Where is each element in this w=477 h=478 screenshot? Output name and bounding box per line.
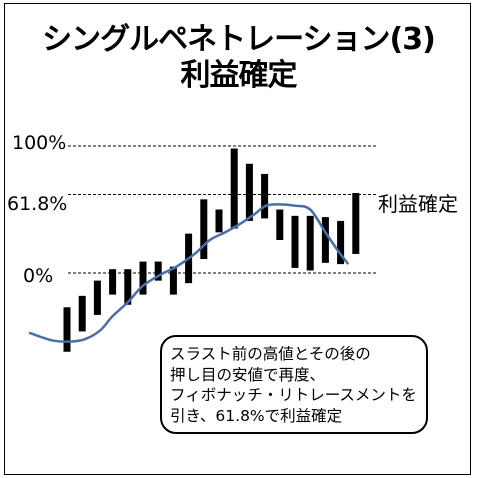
price-bar [93, 280, 101, 315]
chart-title-line1: シングルペネトレーション(3) [42, 22, 436, 57]
price-bar [215, 209, 223, 233]
level-label-0: 0% [23, 265, 54, 287]
moving-average-line [28, 203, 350, 343]
price-bar [337, 220, 345, 265]
price-bar [261, 173, 269, 219]
level-label-61-8: 61.8% [7, 193, 68, 215]
profit-take-label: 利益確定 [378, 192, 458, 216]
price-bar [109, 269, 117, 295]
level-label-100: 100% [12, 132, 67, 154]
note-line: 押し目の安値で再度、 [170, 365, 326, 384]
price-bar [63, 307, 71, 352]
note-line: フィボナッチ・リトレースメントを [170, 386, 417, 404]
note-line: 引き、61.8%で利益確定 [170, 406, 343, 425]
price-bar [124, 269, 132, 305]
note-line: スラスト前の高値とその後の [170, 345, 371, 363]
price-bar [200, 199, 208, 260]
price-bar [306, 215, 314, 271]
chart-title-line2: 利益確定 [180, 58, 298, 93]
price-bar [230, 148, 238, 229]
frame-border [4, 3, 471, 475]
price-bar [321, 217, 329, 263]
note-box: スラスト前の高値とその後の 押し目の安値で再度、 フィボナッチ・リトレースメント… [160, 335, 428, 434]
price-bar [291, 215, 299, 268]
price-bar [352, 192, 360, 254]
price-bar [276, 209, 284, 240]
price-bar [154, 261, 162, 281]
price-bar [245, 163, 253, 221]
price-bar [169, 266, 177, 295]
price-bar [139, 261, 147, 295]
price-bar [78, 295, 86, 332]
